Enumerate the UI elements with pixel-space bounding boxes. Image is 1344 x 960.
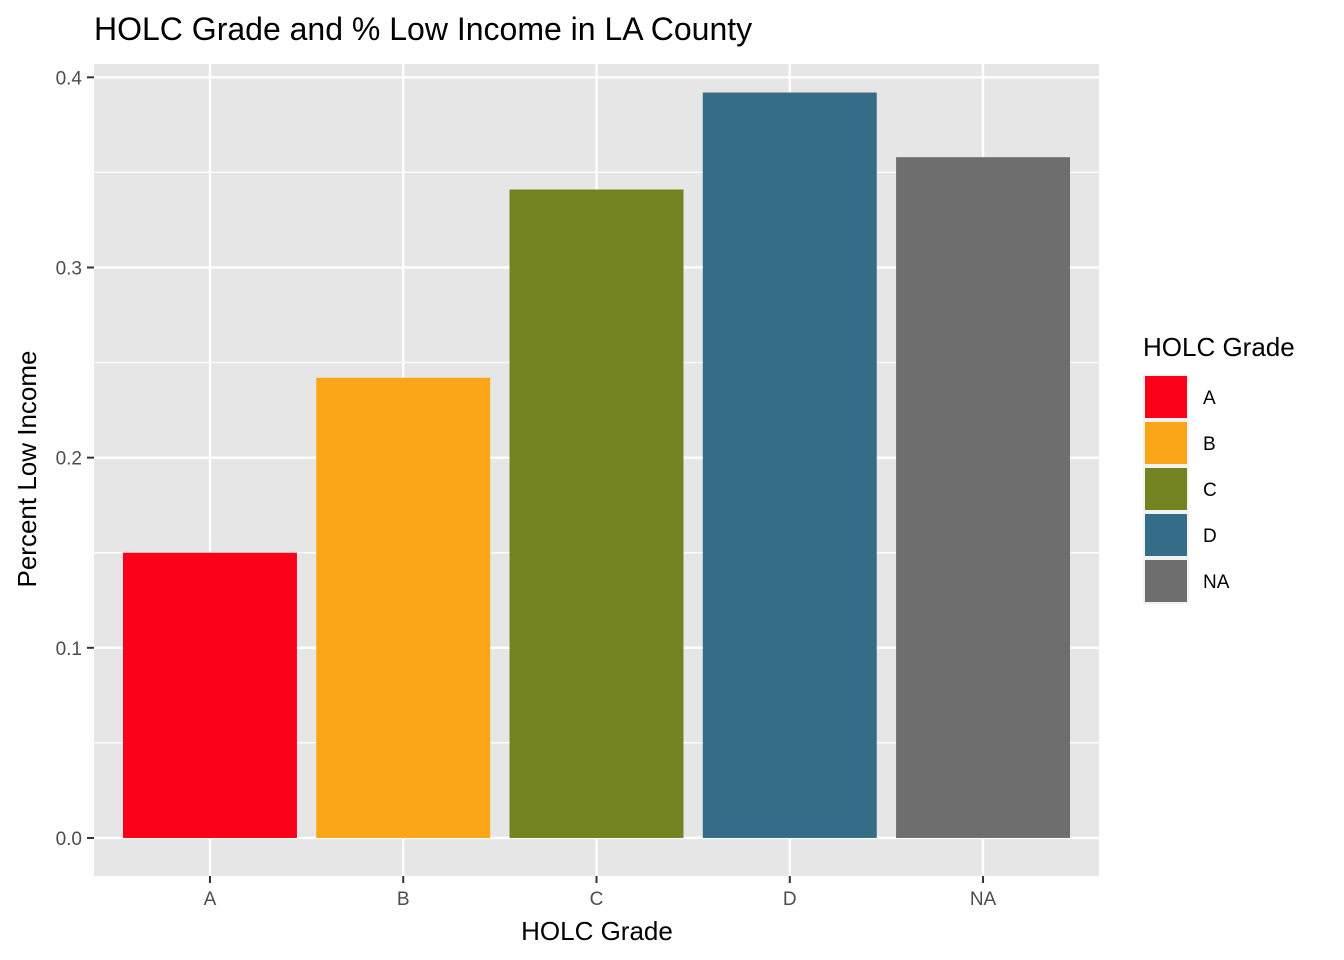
legend-label: D bbox=[1203, 526, 1217, 547]
legend-swatch-a bbox=[1145, 376, 1187, 418]
y-axis-title: Percent Low Income bbox=[12, 350, 42, 587]
legend-label: B bbox=[1203, 434, 1216, 455]
bar-a bbox=[122, 552, 297, 838]
y-tick-label: 0.4 bbox=[56, 68, 83, 89]
x-axis-title: HOLC Grade bbox=[521, 916, 673, 946]
x-tick-label: NA bbox=[970, 889, 997, 910]
bars bbox=[122, 92, 1071, 838]
x-tick-label: A bbox=[204, 889, 217, 910]
legend-label: C bbox=[1203, 480, 1217, 501]
legend-swatch-d bbox=[1145, 514, 1187, 556]
legend-title: HOLC Grade bbox=[1143, 332, 1295, 362]
x-axis: A B C D NA bbox=[204, 876, 997, 910]
bar-c bbox=[509, 189, 684, 838]
y-axis: 0.0 0.1 0.2 0.3 0.4 bbox=[56, 68, 94, 850]
y-tick-label: 0.3 bbox=[56, 258, 82, 279]
y-tick-label: 0.2 bbox=[56, 449, 82, 470]
legend-swatch-na bbox=[1145, 560, 1187, 602]
y-tick-label: 0.1 bbox=[56, 639, 82, 660]
legend: HOLC Grade A B C D NA bbox=[1143, 332, 1295, 604]
x-tick-label: C bbox=[590, 889, 604, 910]
bar-d bbox=[702, 92, 877, 838]
legend-label: NA bbox=[1203, 572, 1230, 593]
x-tick-label: D bbox=[783, 889, 797, 910]
bar-b bbox=[316, 377, 491, 838]
chart-title: HOLC Grade and % Low Income in LA County bbox=[94, 11, 752, 47]
bar-na bbox=[896, 157, 1071, 838]
legend-label: A bbox=[1203, 388, 1216, 409]
legend-swatch-c bbox=[1145, 468, 1187, 510]
x-tick-label: B bbox=[397, 889, 410, 910]
y-tick-label: 0.0 bbox=[56, 829, 82, 850]
legend-swatch-b bbox=[1145, 422, 1187, 464]
